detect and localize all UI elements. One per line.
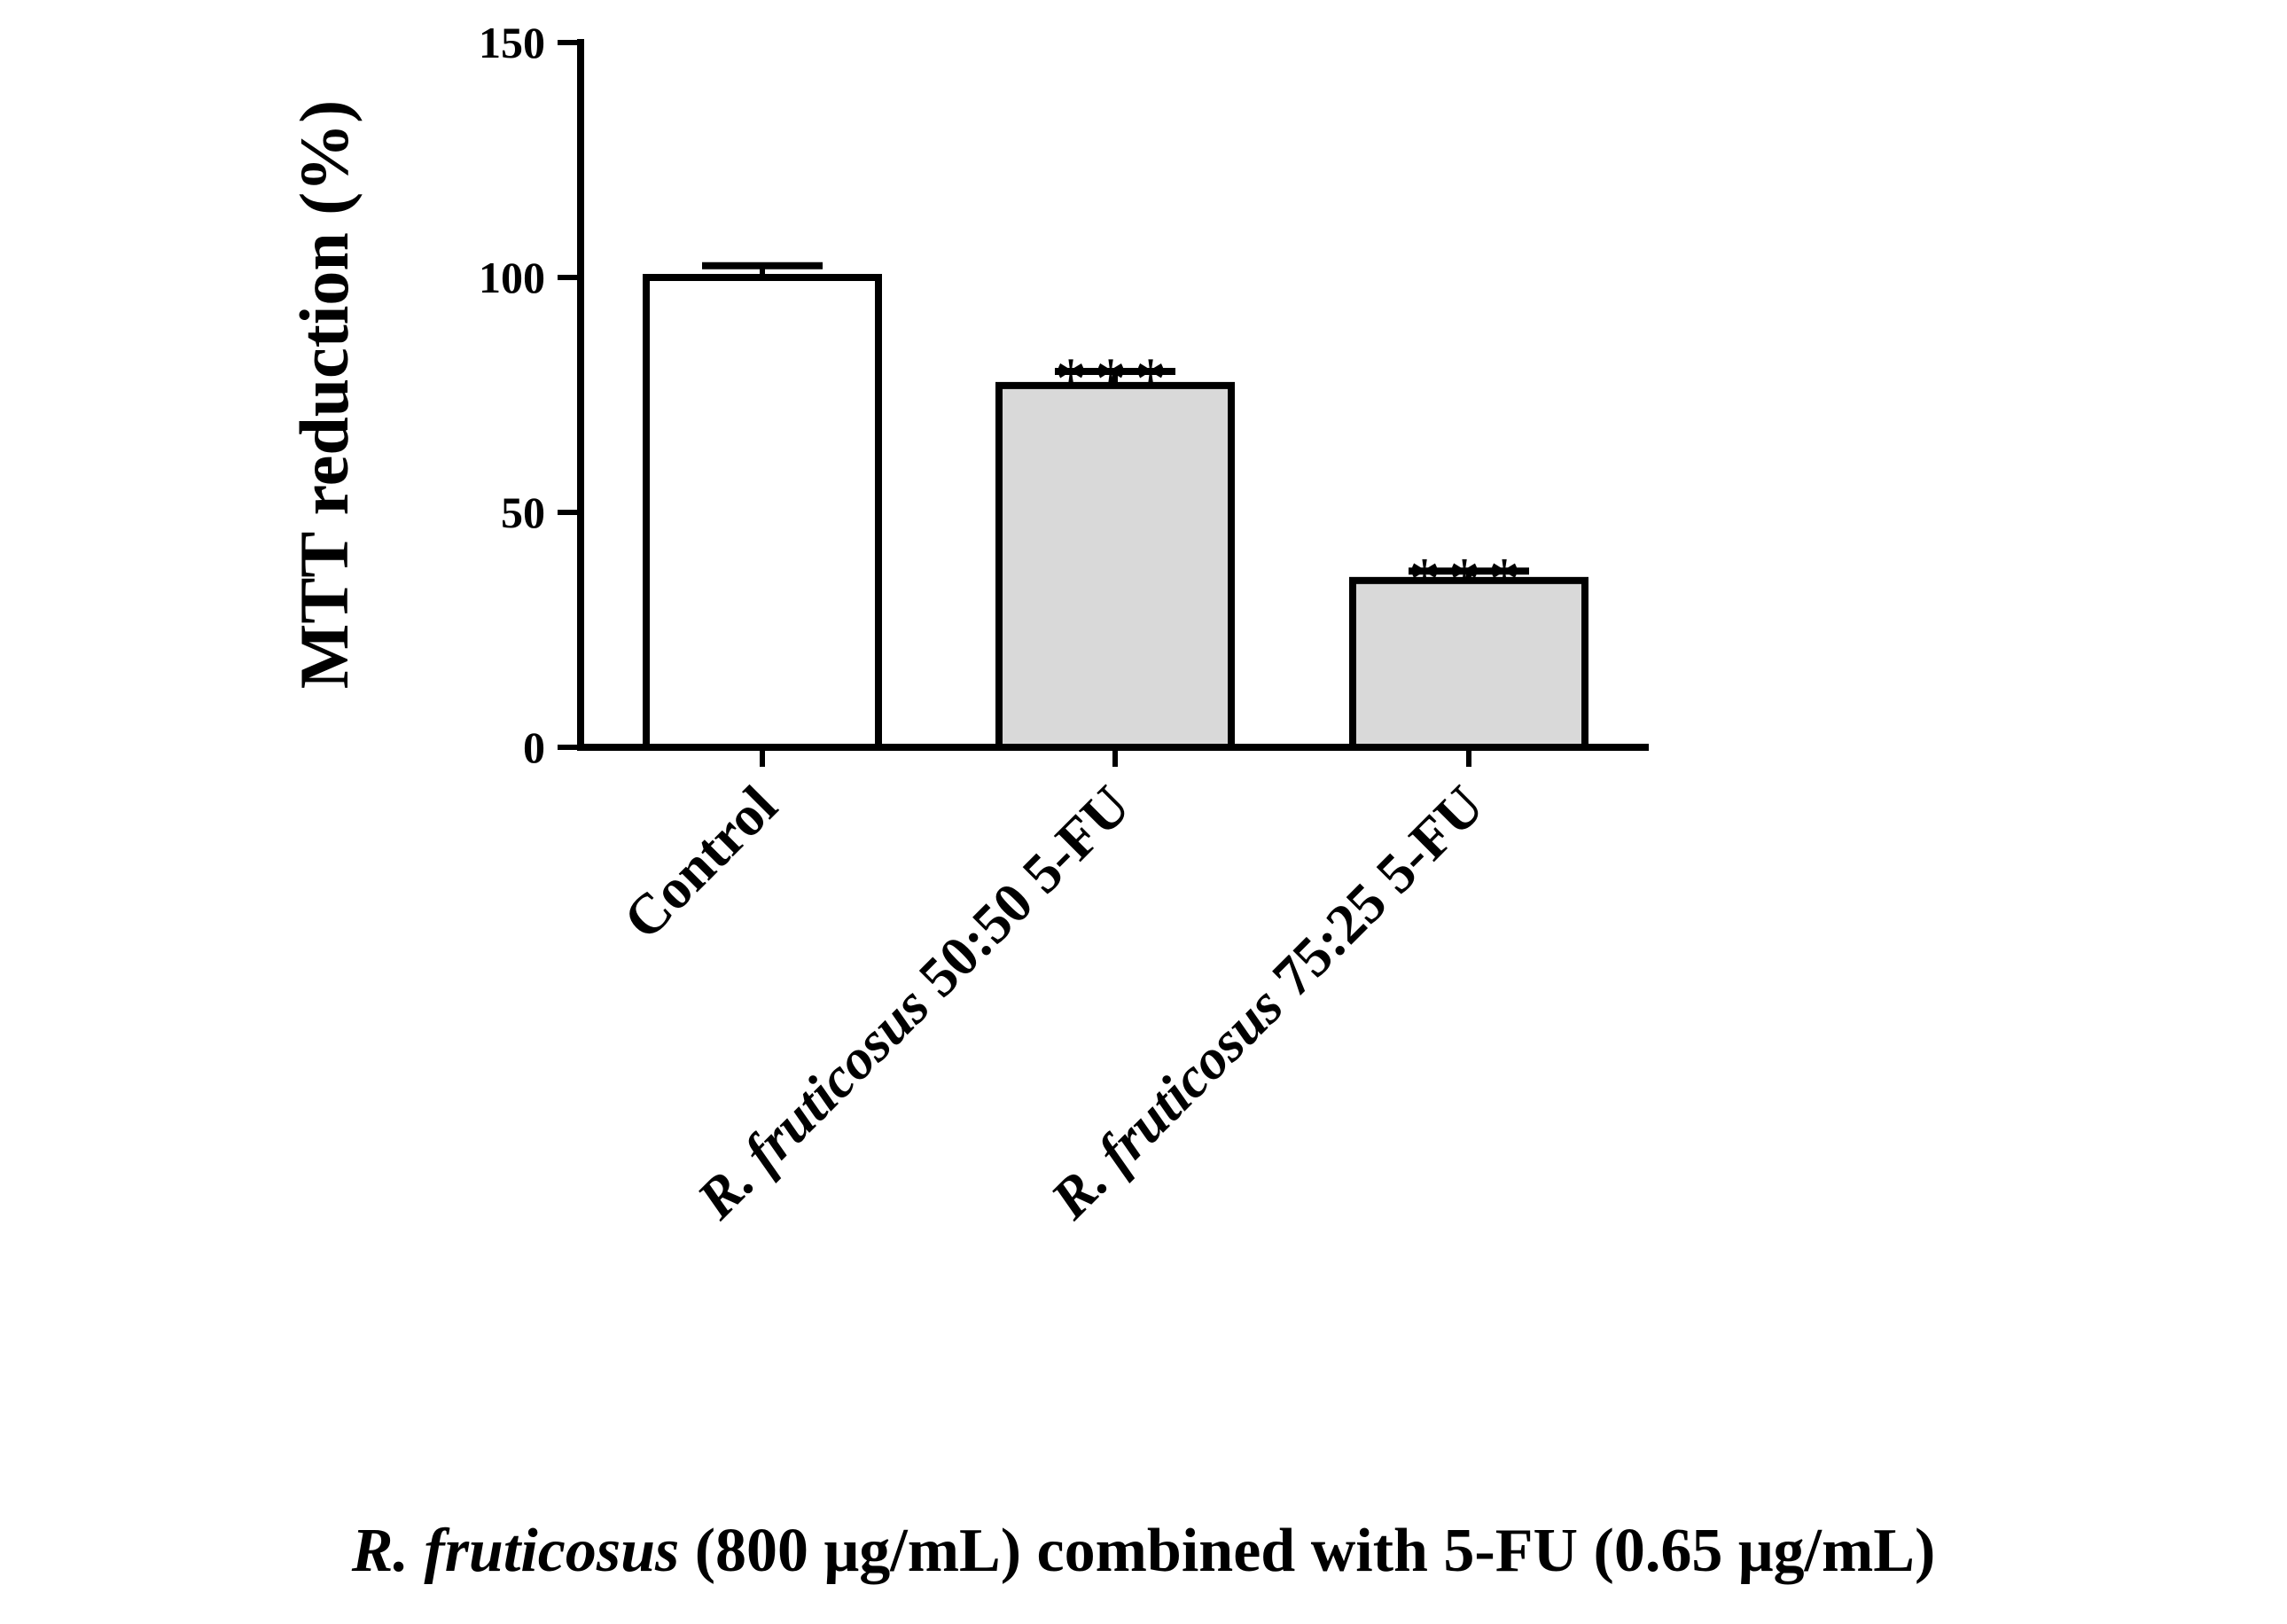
significance-label: *** [1056,346,1175,414]
bars [643,262,1588,751]
bar [1349,576,1588,751]
x-axis-title-italic: R. fruticosus [351,1517,680,1585]
labels: 0 50 100 150 MTT reduction (%) Control *** R. f… [285,18,1935,1585]
x-category-label-text: Control [612,774,789,951]
y-axis-title: MTT reduction (%) [285,100,363,689]
x-category-label: Control [612,774,789,951]
y-tick-label: 50 [501,488,545,537]
y-tick-label: 0 [523,722,545,772]
significance-label: *** [1409,545,1529,613]
x-category-label-italic: R. fruticosus [1038,974,1295,1231]
x-category-label-italic: R. fruticosus [684,974,941,1231]
y-tick-label: 100 [479,253,545,302]
x-category-label-text: 75:25 5-FU [1250,774,1495,1019]
bar [995,381,1235,751]
x-axis-title-text: (800 μg/mL) combined with 5-FU (0.65 μg/… [679,1517,1935,1585]
bar [643,274,882,751]
x-category-label-text: 50:50 5-FU [896,774,1141,1019]
y-tick-label: 150 [479,18,545,67]
x-axis-title: R. fruticosus (800 μg/mL) combined with … [351,1517,1936,1585]
